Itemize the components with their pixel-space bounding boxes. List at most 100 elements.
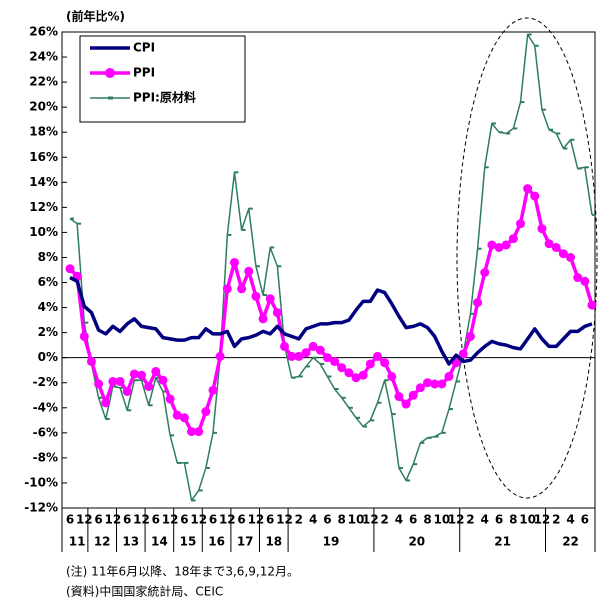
point (294, 351, 304, 361)
legend: CPI PPI PPI:原材料 (79, 35, 246, 123)
x-tick-label: 10 (519, 513, 536, 527)
point (458, 349, 468, 359)
point (287, 351, 297, 361)
x-group-label: 14 (151, 535, 168, 549)
series-line (69, 33, 593, 502)
point (308, 341, 318, 351)
x-tick-label: 4 (309, 513, 317, 527)
x-tick-label: 6 (66, 513, 74, 527)
x-tick-label: 8 (423, 513, 431, 527)
point (430, 379, 440, 389)
y-tick-label: -4% (33, 400, 58, 414)
x-group-label: 18 (265, 535, 282, 549)
legend-box (79, 35, 246, 123)
x-tick-label: 6 (266, 513, 274, 527)
point (508, 234, 518, 244)
x-tick-label: 6 (123, 513, 131, 527)
y-tick-label: 22% (29, 75, 58, 89)
point (272, 308, 282, 318)
x-tick-label: 2 (466, 513, 474, 527)
point (480, 268, 490, 278)
point (129, 369, 139, 379)
point (494, 242, 504, 252)
x-tick-label: 6 (409, 513, 417, 527)
y-tick-label: 16% (29, 150, 58, 164)
x-tick-label: 12 (105, 513, 122, 527)
x-tick-label: 6 (581, 513, 589, 527)
y-tick-label: 14% (29, 175, 58, 189)
y-tick-label: 10% (29, 225, 58, 239)
legend-label: PPI (133, 66, 155, 80)
y-tick-label: 4% (38, 300, 58, 314)
x-tick-label: 8 (338, 513, 346, 527)
point (237, 284, 247, 294)
highlight-ellipse (456, 17, 598, 499)
point (408, 390, 418, 400)
y-tick-label: -10% (24, 475, 58, 489)
x-group-label: 19 (323, 535, 340, 549)
x-tick-label: 6 (180, 513, 188, 527)
point (86, 356, 96, 366)
point (530, 191, 540, 201)
x-group-label: 16 (208, 535, 225, 549)
point (165, 394, 175, 404)
legend-label: CPI (133, 41, 155, 55)
point (551, 242, 561, 252)
point (115, 376, 125, 386)
point (573, 273, 583, 283)
x-group-label: 11 (69, 535, 86, 549)
point (201, 407, 211, 417)
x-tick-label: 12 (534, 513, 551, 527)
x-tick-label: 12 (133, 513, 150, 527)
point (401, 399, 411, 409)
point (229, 257, 239, 267)
y-tick-label: 18% (29, 125, 58, 139)
x-tick-label: 4 (481, 513, 489, 527)
point (558, 249, 568, 259)
x-tick-label: 12 (219, 513, 236, 527)
y-tick-label: 8% (38, 250, 58, 264)
point (465, 331, 475, 341)
x-tick-label: 12 (362, 513, 379, 527)
x-tick-label: 6 (94, 513, 102, 527)
point (487, 240, 497, 250)
y-tick-label: -2% (33, 375, 58, 389)
point (301, 348, 311, 358)
point (94, 379, 104, 389)
y-tick-label: 24% (29, 50, 58, 64)
point (351, 373, 361, 383)
x-tick-label: 12 (76, 513, 93, 527)
point (501, 240, 511, 250)
y-axis-label: (前年比%) (66, 9, 125, 24)
point (544, 239, 554, 249)
x-tick-label: 2 (380, 513, 388, 527)
x-tick-label: 6 (152, 513, 160, 527)
plot-frame (61, 31, 596, 509)
point (222, 284, 232, 294)
legend-label: PPI:原材料 (133, 90, 196, 105)
point (415, 383, 425, 393)
point (587, 300, 597, 310)
point (137, 370, 147, 380)
point (151, 366, 161, 376)
x-tick-label: 6 (209, 513, 217, 527)
point (337, 363, 347, 373)
point (380, 358, 390, 368)
point (515, 219, 525, 229)
point (179, 413, 189, 423)
point (423, 378, 433, 388)
x-group-label: 22 (562, 535, 579, 549)
point (144, 381, 154, 391)
x-group-label: 13 (122, 535, 139, 549)
x-tick-label: 10 (433, 513, 450, 527)
point (194, 427, 204, 437)
y-tick-label: -6% (33, 425, 58, 439)
point (65, 264, 75, 274)
point (580, 276, 590, 286)
point (358, 370, 368, 380)
x-group-label: 12 (94, 535, 111, 549)
x-tick-label: 12 (276, 513, 293, 527)
point (315, 345, 325, 355)
point (280, 341, 290, 351)
